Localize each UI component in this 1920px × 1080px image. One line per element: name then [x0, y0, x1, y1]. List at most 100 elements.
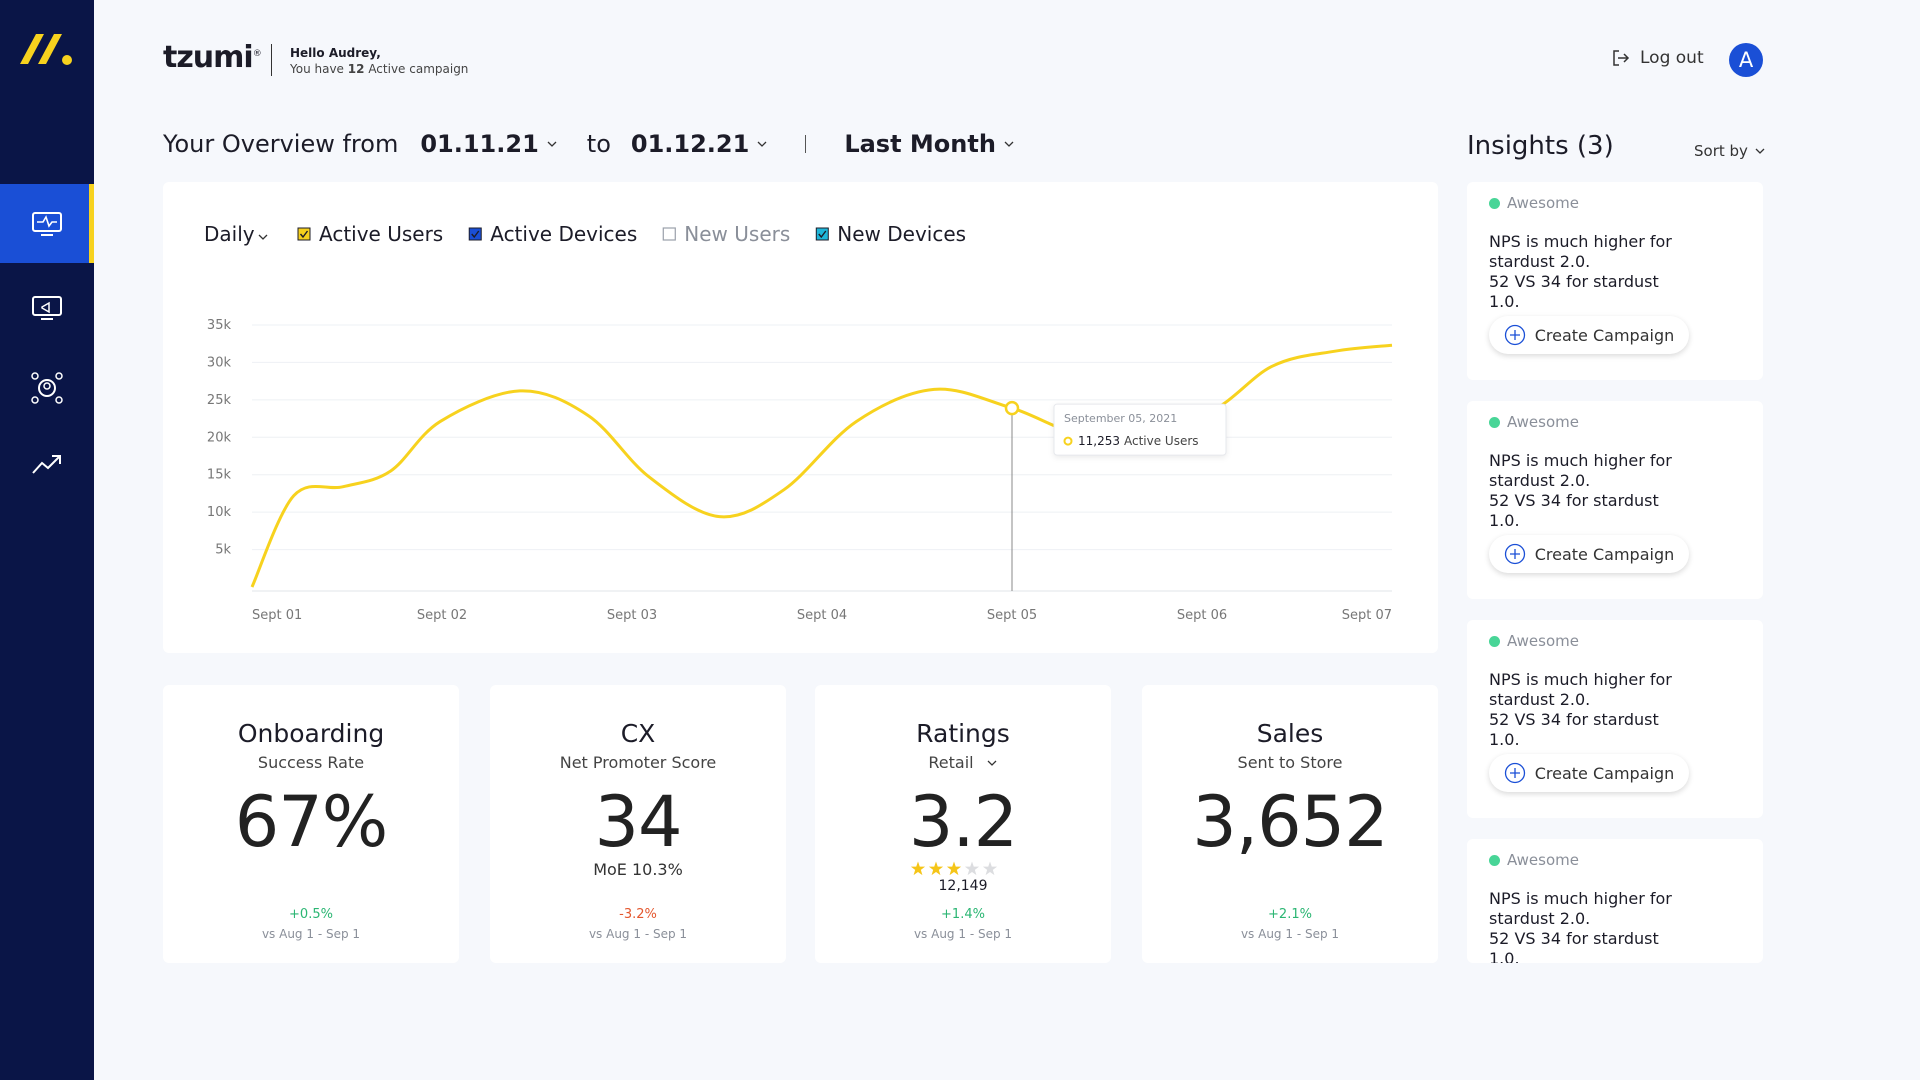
x-tick-label: Sept 02 [417, 608, 467, 623]
y-tick-label: 15k [207, 468, 232, 483]
kpi-card: Onboarding Success Rate 67% +0.5% vs Aug 1 -… [163, 685, 459, 963]
kpi-value: 3,652 [1192, 781, 1388, 863]
greeting-title: Hello Audrey, [290, 46, 381, 60]
insight-line: NPS is much higher for stardust 2.0. [1489, 232, 1672, 271]
kpi-subtitle[interactable]: Retail [815, 753, 1111, 772]
kpi-subtitle: Net Promoter Score [490, 753, 786, 772]
insight-line: 52 VS 34 for stardust 1.0. [1489, 272, 1659, 311]
tooltip-date: September 05, 2021 [1064, 412, 1177, 425]
chevron [987, 760, 997, 766]
avatar[interactable]: A [1729, 43, 1763, 77]
insight-tag-text: Awesome [1507, 413, 1579, 431]
checkbox [662, 227, 676, 241]
checkbox [468, 227, 482, 241]
overview-label: Your Overview from [163, 130, 399, 158]
legend-toggle[interactable]: New Devices [815, 222, 966, 246]
to-date[interactable]: 01.12.21 [631, 130, 767, 158]
nav-campaigns[interactable] [0, 268, 94, 347]
kpi-card: CX Net Promoter Score 34 MoE 10.3% -3.2% vs A… [490, 685, 786, 963]
create-campaign-button[interactable]: Create Campaign [1489, 316, 1689, 354]
insight-tag: Awesome [1489, 413, 1579, 431]
star [910, 861, 926, 876]
active-count: 12 [347, 62, 365, 76]
kpi-subtitle-text: Net Promoter Score [559, 753, 717, 772]
insight-tag-text: Awesome [1507, 632, 1579, 650]
checkbox [815, 227, 829, 241]
checkbox [297, 227, 311, 241]
greeting: Hello Audrey, You have 12 Active campaig… [290, 45, 468, 77]
chevron [258, 234, 268, 240]
legend-toggle[interactable]: Active Devices [468, 222, 637, 246]
tooltip-dot [1063, 436, 1073, 446]
legend-toggle[interactable]: Active Users [297, 222, 443, 246]
insight-line: 52 VS 34 for stardust 1.0. [1489, 491, 1659, 530]
kpi-title: Ratings [916, 719, 1010, 748]
status-dot [1489, 416, 1500, 428]
legend-label: New Users [684, 222, 790, 246]
kpi-value: 3.2 [908, 781, 1018, 863]
kpi-card: Ratings Retail 3.2 12,149 +1.4% vs Aug 1 - Se… [815, 685, 1111, 963]
plus-icon [1504, 762, 1525, 784]
kpi-period: vs Aug 1 - Sep 1 [913, 927, 1013, 941]
insight-line: NPS is much higher for stardust 2.0. [1489, 889, 1672, 928]
brand-name: tzumi [163, 40, 254, 75]
nav-trends[interactable] [0, 424, 94, 503]
insight-text: NPS is much higher for stardust 2.0. 52 V… [1489, 232, 1689, 312]
divider [271, 44, 272, 76]
y-tick-label: 10k [207, 505, 232, 520]
star [928, 861, 944, 876]
insight-card: Awesome NPS is much higher for stardust 2… [1467, 839, 1763, 963]
plus-circle [1504, 762, 1525, 784]
x-tick-label: Sept 04 [797, 608, 847, 623]
status-dot [1489, 854, 1500, 866]
sort-button[interactable]: Sort by [1694, 142, 1765, 160]
create-campaign-button[interactable]: Create Campaign [1489, 535, 1689, 573]
kpi-period: vs Aug 1 - Sep 1 [261, 927, 361, 941]
insight-text: NPS is much higher for stardust 2.0. 52 V… [1489, 889, 1689, 963]
legend-toggle[interactable]: New Users [662, 222, 790, 246]
button-label: Create Campaign [1534, 544, 1675, 564]
kpi-card: Sales Sent to Store 3,652 +2.1% vs Aug 1 - S… [1142, 685, 1438, 963]
y-tick-label: 30k [207, 355, 232, 370]
line-series [250, 343, 1393, 588]
insight-tag: Awesome [1489, 194, 1579, 212]
hover-point [1004, 400, 1020, 416]
to-date-value: 01.12.21 [630, 130, 750, 158]
y-tick-label: 35k [207, 318, 232, 333]
kpi-subtitle: Success Rate [163, 753, 459, 772]
legend-label: Active Users [319, 222, 443, 246]
nav-audience[interactable] [0, 348, 94, 427]
insight-tag-text: Awesome [1507, 194, 1579, 212]
kpi-value: 34 [594, 781, 682, 863]
insight-text: NPS is much higher for stardust 2.0. 52 V… [1489, 670, 1689, 750]
kpi-title: CX [620, 719, 656, 748]
legend-label: Active Devices [490, 222, 637, 246]
from-date[interactable]: 01.11.21 [420, 130, 557, 158]
x-tick-label: Sept 06 [1177, 608, 1227, 623]
from-date-value: 01.11.21 [420, 130, 539, 158]
range-value: Last Month [844, 130, 996, 158]
kpi-subtitle-text: Success Rate [257, 753, 365, 772]
brand: tzumi® [163, 40, 262, 75]
kpi-title: Onboarding [237, 719, 385, 748]
insight-line: NPS is much higher for stardust 2.0. [1489, 670, 1672, 709]
logout-label: Log out [1640, 48, 1704, 68]
separator [805, 135, 807, 153]
logo-icon[interactable] [18, 30, 76, 68]
insight-tag: Awesome [1489, 851, 1579, 869]
create-campaign-button[interactable]: Create Campaign [1489, 754, 1689, 792]
range-select[interactable]: Last Month [844, 130, 1014, 158]
logout-button[interactable]: Log out [1612, 48, 1704, 68]
greeting-text: Active campaign [368, 62, 469, 76]
kpi-period: vs Aug 1 - Sep 1 [1240, 927, 1340, 941]
x-tick-label: Sept 03 [607, 608, 657, 623]
chart-card: Daily Active Users Active Devices New Users… [163, 182, 1438, 653]
nav-monitor[interactable] [0, 184, 94, 263]
overview: Your Overview from 01.11.21 to 01.12.21 … [163, 130, 1014, 158]
x-tick-label: Sept 07 [1342, 608, 1392, 623]
insights-title: Insights (3) [1467, 131, 1614, 161]
sidebar [0, 0, 94, 1080]
tooltip-value: 11,253 [1078, 434, 1120, 448]
checkmark [471, 230, 480, 239]
